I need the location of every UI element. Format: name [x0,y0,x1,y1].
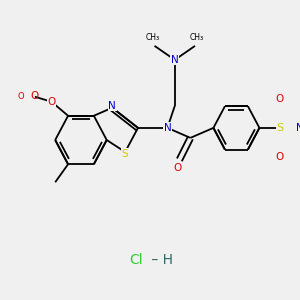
Text: O: O [47,97,56,107]
Text: – H: – H [147,253,173,267]
Text: Cl: Cl [129,253,143,267]
Text: O: O [31,91,39,101]
Text: CH₃: CH₃ [146,33,160,42]
Text: S: S [122,149,128,159]
Text: S: S [276,123,283,133]
Text: N: N [171,55,179,65]
Text: N: N [164,123,171,133]
Text: O: O [275,94,284,104]
Text: O: O [173,163,182,173]
Text: O: O [275,152,284,162]
Text: N: N [296,123,300,133]
Text: CH₃: CH₃ [190,33,204,42]
Text: N: N [108,101,116,111]
Text: O: O [17,92,24,101]
